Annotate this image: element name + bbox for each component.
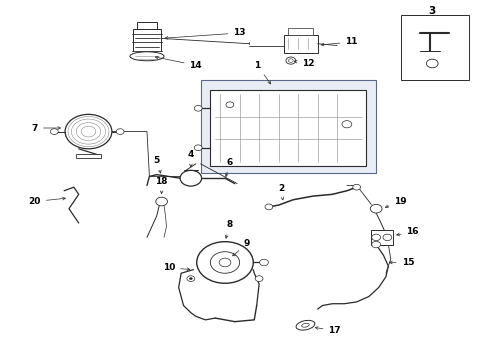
Text: 15: 15 [388,258,413,267]
Text: 5: 5 [153,156,161,173]
Circle shape [341,121,351,128]
Circle shape [194,145,202,150]
Circle shape [369,204,381,213]
Text: 10: 10 [163,264,189,273]
Bar [283,35,317,53]
Bar [200,80,375,173]
Circle shape [50,129,58,134]
Circle shape [288,59,293,62]
Bar [370,230,392,244]
Circle shape [225,102,233,108]
Circle shape [196,242,253,283]
Circle shape [189,278,192,280]
Circle shape [186,276,194,282]
Circle shape [426,59,437,68]
Bar [288,28,312,35]
Bar [210,90,366,166]
Text: 13: 13 [165,28,245,39]
Circle shape [371,241,380,248]
Circle shape [264,204,272,210]
Text: 20: 20 [29,197,65,206]
Circle shape [285,57,295,64]
Text: 2: 2 [277,184,284,200]
Text: 11: 11 [321,37,357,46]
Text: 6: 6 [225,158,232,176]
Text: 3: 3 [427,6,435,17]
Text: 17: 17 [315,326,340,335]
Bar [400,15,468,80]
Circle shape [180,170,201,186]
Text: 7: 7 [32,123,61,132]
Ellipse shape [295,320,314,330]
Ellipse shape [130,52,163,61]
Text: 12: 12 [294,59,313,68]
Circle shape [371,234,380,240]
Circle shape [259,259,268,266]
Circle shape [352,184,360,190]
Circle shape [194,105,202,111]
Circle shape [116,129,124,134]
Text: 18: 18 [155,177,167,194]
Text: 16: 16 [396,228,418,237]
Bar [76,154,101,158]
Text: 19: 19 [385,197,406,208]
Circle shape [382,234,391,240]
Bar [137,22,157,30]
Text: 9: 9 [232,239,250,256]
Text: 14: 14 [155,56,202,70]
Circle shape [156,197,167,206]
Circle shape [65,114,112,149]
Circle shape [210,252,239,273]
Circle shape [255,276,263,282]
Text: 1: 1 [254,61,270,84]
Text: 4: 4 [187,150,194,167]
Circle shape [219,258,230,267]
Ellipse shape [301,323,308,327]
Text: 8: 8 [225,220,232,238]
